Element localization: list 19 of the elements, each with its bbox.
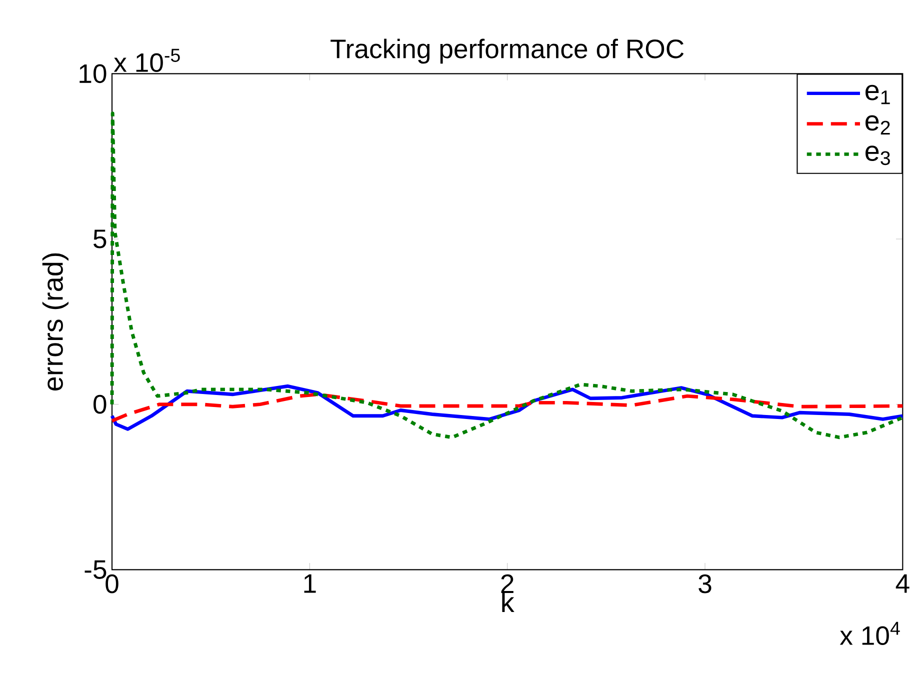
y-tick-label: 5 (94, 230, 106, 248)
legend-label: e$_{2}$ (866, 115, 890, 134)
line-series (110, 392, 904, 423)
y-axis-title: errors (rad) (42, 253, 68, 390)
legend-label: e$_{1}$ (866, 84, 890, 104)
legend-label: e$_{3}$ (866, 146, 890, 166)
x-tick-label: 0 (106, 574, 118, 594)
x-axis-title: k (502, 592, 514, 612)
x-tick-label: 4 (896, 574, 910, 593)
text: x 10$^{4}$ (840, 622, 900, 646)
y-tick-label: 10 (80, 64, 106, 84)
text: x 10$^{-5}$ (114, 48, 180, 72)
y-tick-label: 0 (94, 394, 106, 414)
y-tick-label: -5 (84, 560, 106, 579)
chart-title: Tracking performance of ROC (330, 38, 684, 64)
x-tick-label: 1 (304, 574, 316, 593)
line-series (110, 112, 904, 440)
x-tick-label: 2 (501, 574, 514, 593)
x-tick-label: 3 (698, 574, 712, 594)
